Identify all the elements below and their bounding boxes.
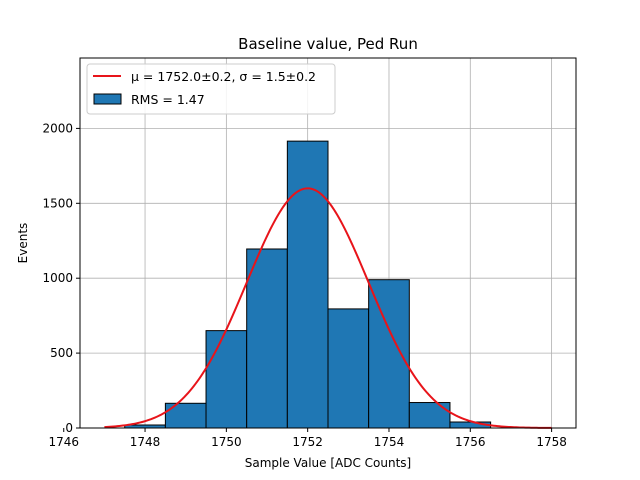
fit-curve (104, 187, 552, 429)
x-tick-label: 1748 (130, 435, 161, 449)
y-tick-label: 1000 (42, 271, 73, 285)
histogram-bar (205, 330, 248, 429)
histogram-bar (408, 402, 451, 429)
y-tick-label: 0 (65, 421, 73, 435)
histogram-bar (286, 140, 329, 429)
histogram-bar (368, 279, 410, 429)
x-tick-label: 1752 (292, 435, 323, 449)
legend-hist-swatch (93, 93, 122, 105)
y-axis-label: Events (16, 223, 30, 264)
legend: μ = 1752.0±0.2, σ = 1.5±0.2 RMS = 1.47 (86, 63, 336, 115)
y-tick-label: 1500 (42, 196, 73, 210)
x-tick-label: 1754 (374, 435, 405, 449)
plot-frame (79, 57, 577, 429)
histogram-bars (124, 140, 492, 429)
x-axis-ticks: 1746 1748 1750 1752 1754 1756 1758 (48, 428, 567, 449)
y-tick-label: 2000 (42, 121, 73, 135)
legend-fit-label-sigma: σ = 1.5±0.2 (239, 69, 316, 84)
x-tick-label: 1750 (211, 435, 242, 449)
x-tick-label: 1758 (536, 435, 567, 449)
chart-title: Baseline value, Ped Run (238, 35, 418, 53)
legend-hist-label: RMS = 1.47 (131, 92, 205, 107)
y-tick-label: 500 (50, 346, 73, 360)
legend-fit-label-mu: μ = 1752.0±0.2, (131, 69, 239, 84)
y-axis-ticks: 0 500 1000 1500 2000 (42, 121, 80, 435)
x-tick-label: 1746 (48, 435, 79, 449)
histogram-bar (327, 308, 370, 429)
gaussian-fit (104, 187, 552, 429)
x-axis-label: Sample Value [ADC Counts] (245, 456, 411, 470)
histogram-bar (246, 248, 288, 429)
x-tick-label: 1756 (455, 435, 486, 449)
legend-fit-label: μ = 1752.0±0.2, σ = 1.5±0.2 (131, 69, 316, 84)
legend-box (86, 63, 336, 115)
